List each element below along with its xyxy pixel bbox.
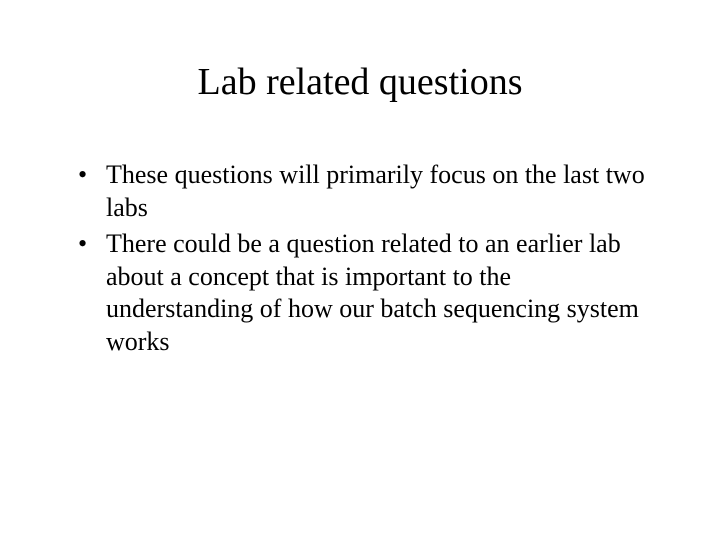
slide-container: Lab related questions These questions wi… (0, 0, 720, 540)
slide-title: Lab related questions (70, 60, 650, 104)
bullet-item: There could be a question related to an … (78, 228, 650, 358)
bullet-list: These questions will primarily focus on … (70, 159, 650, 358)
bullet-item: These questions will primarily focus on … (78, 159, 650, 224)
